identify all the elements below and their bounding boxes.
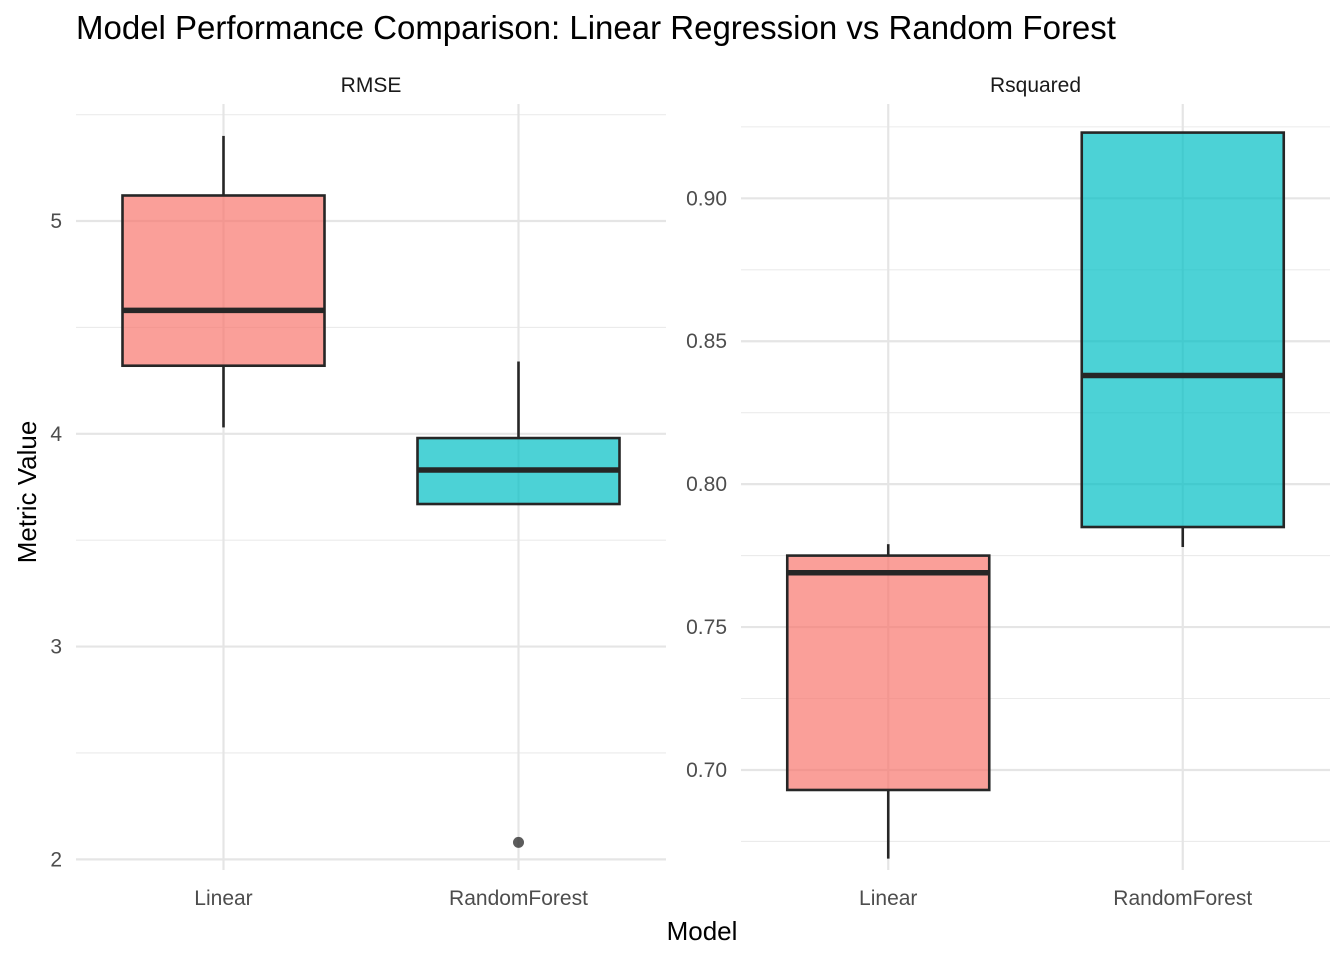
panel-rsquared: 0.70 0.75 0.80 0.85 0.90 Linear RandomForest Rs… — [686, 74, 1330, 910]
chart-title: Model Performance Comparison: Linear Reg… — [76, 9, 1116, 46]
box-linear — [121, 194, 326, 368]
facet-label-rmse: RMSE — [341, 74, 402, 97]
y-tick-label: 0.70 — [686, 759, 727, 782]
y-tick-label: 0.80 — [686, 473, 727, 496]
x-tick-label-randomforest: RandomForest — [1113, 887, 1252, 910]
box-randomforest — [1080, 131, 1286, 529]
y-axis-title: Metric Value — [12, 421, 42, 564]
y-tick-label: 2 — [50, 848, 62, 871]
facet-label-rsquared: Rsquared — [990, 74, 1081, 97]
y-tick-label: 4 — [50, 423, 62, 446]
x-tick-label-linear: Linear — [859, 887, 917, 910]
x-axis-title: Model — [667, 916, 738, 946]
y-tick-label: 0.90 — [686, 187, 727, 210]
outlier-point-randomforest — [513, 836, 524, 848]
y-tick-label: 0.85 — [686, 330, 727, 353]
y-tick-label: 0.75 — [686, 616, 727, 639]
x-tick-label-randomforest: RandomForest — [449, 887, 588, 910]
panel-rmse: 2 3 4 5 Linear RandomForest RMSE — [50, 74, 666, 910]
box-linear — [785, 554, 991, 792]
y-tick-label: 5 — [50, 210, 62, 233]
x-tick-label-linear: Linear — [194, 887, 252, 910]
y-tick-label: 3 — [50, 636, 62, 659]
